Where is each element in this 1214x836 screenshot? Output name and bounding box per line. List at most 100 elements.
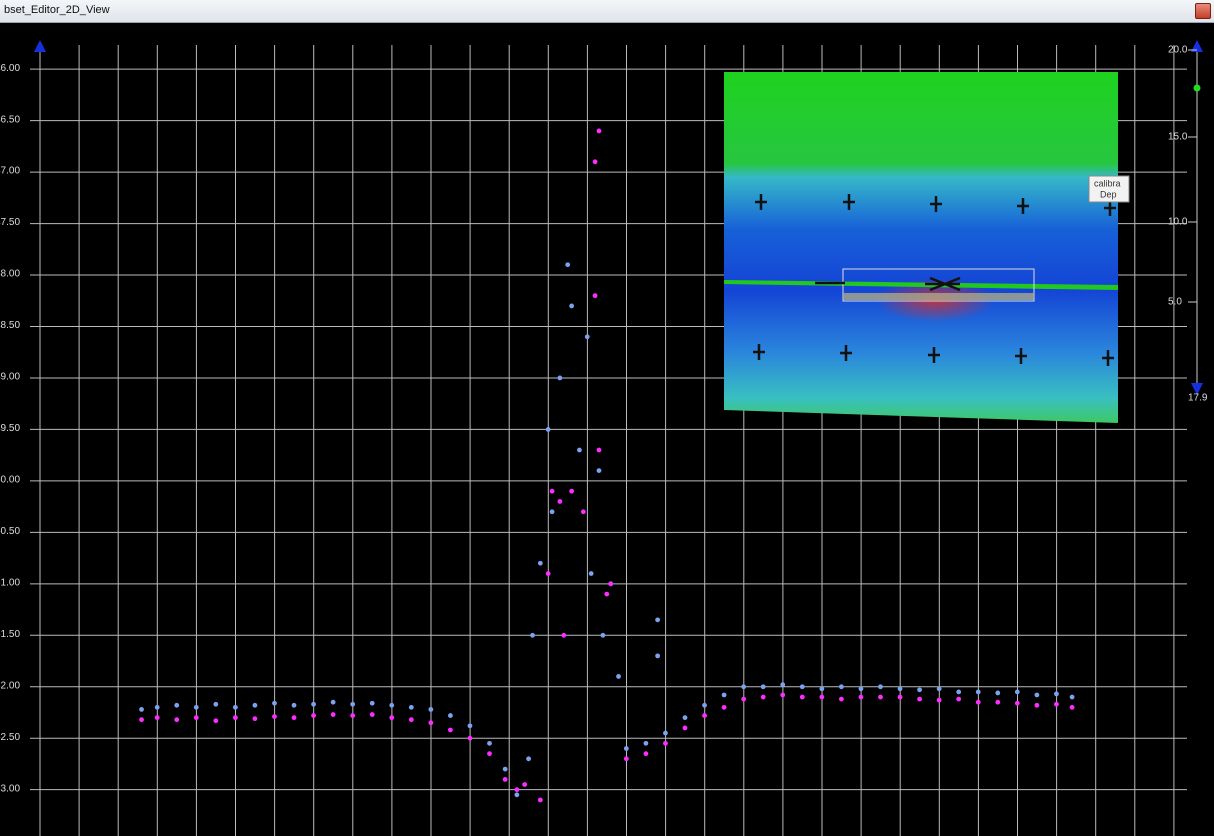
close-button[interactable] <box>1195 3 1211 19</box>
data-point <box>139 707 144 712</box>
data-point <box>503 767 508 772</box>
axis-arrow <box>34 40 46 52</box>
data-point <box>859 695 864 700</box>
data-point <box>655 653 660 658</box>
data-point <box>624 756 629 761</box>
data-point <box>448 728 453 733</box>
data-point <box>569 489 574 494</box>
data-point <box>1034 703 1039 708</box>
data-point <box>1034 693 1039 698</box>
data-point <box>487 751 492 756</box>
data-point <box>597 129 602 134</box>
window-title: bset_Editor_2D_View <box>4 4 110 16</box>
data-point <box>722 705 727 710</box>
data-point <box>702 713 707 718</box>
data-point <box>878 684 883 689</box>
data-point <box>761 684 766 689</box>
data-point <box>311 713 316 718</box>
data-point <box>213 702 218 707</box>
y-tick-label: 52.50 <box>0 732 20 743</box>
data-point <box>604 592 609 597</box>
data-point <box>409 705 414 710</box>
y-tick-label: 47.00 <box>0 166 20 177</box>
data-point <box>898 686 903 691</box>
data-point <box>956 689 961 694</box>
data-point <box>350 713 355 718</box>
data-point <box>917 697 922 702</box>
data-point <box>976 689 981 694</box>
data-point <box>1015 689 1020 694</box>
y-tick-label: 48.50 <box>0 320 20 331</box>
data-point <box>409 717 414 722</box>
data-point <box>839 684 844 689</box>
y-tick-label: 50.50 <box>0 526 20 537</box>
data-point <box>600 633 605 638</box>
data-point <box>565 262 570 267</box>
y-tick-label: 53.00 <box>0 783 20 794</box>
data-point <box>663 731 668 736</box>
data-point <box>1015 701 1020 706</box>
data-point <box>898 695 903 700</box>
data-point <box>593 293 598 298</box>
data-point <box>663 741 668 746</box>
data-point <box>937 686 942 691</box>
data-point <box>819 686 824 691</box>
data-point <box>522 782 527 787</box>
data-point <box>174 717 179 722</box>
data-point <box>761 695 766 700</box>
data-point <box>213 718 218 723</box>
data-point <box>624 746 629 751</box>
data-point <box>644 751 649 756</box>
data-point <box>550 489 555 494</box>
data-point <box>389 715 394 720</box>
data-point <box>593 159 598 164</box>
data-point <box>448 713 453 718</box>
data-point <box>526 756 531 761</box>
scale-label: 5.0 <box>1168 297 1182 308</box>
data-point <box>683 726 688 731</box>
data-point <box>956 697 961 702</box>
data-point <box>741 697 746 702</box>
data-point <box>608 581 613 586</box>
data-point <box>644 741 649 746</box>
data-point <box>253 703 258 708</box>
scale-label: 20.0 <box>1168 45 1188 56</box>
data-point <box>976 700 981 705</box>
data-point <box>800 684 805 689</box>
data-point <box>155 715 160 720</box>
data-point <box>174 703 179 708</box>
data-point <box>272 701 277 706</box>
data-point <box>550 509 555 514</box>
data-point <box>546 427 551 432</box>
data-point <box>702 703 707 708</box>
data-point <box>370 701 375 706</box>
tooltip-line: Dep <box>1100 189 1117 199</box>
data-point <box>597 448 602 453</box>
data-point <box>585 334 590 339</box>
data-point <box>878 695 883 700</box>
data-point <box>194 705 199 710</box>
data-point <box>514 792 519 797</box>
data-point <box>468 723 473 728</box>
data-point <box>370 712 375 717</box>
data-point <box>1070 695 1075 700</box>
window: {"window": {"title": "bset_Editor_2D_Vie… <box>0 0 1214 836</box>
data-point <box>1054 692 1059 697</box>
data-point <box>557 499 562 504</box>
scale-bottom-label: 17.9 <box>1188 393 1208 404</box>
scale-label: 15.0 <box>1168 132 1188 143</box>
data-point <box>487 741 492 746</box>
data-point <box>616 674 621 679</box>
y-tick-label: 48.00 <box>0 269 20 280</box>
data-point <box>780 682 785 687</box>
data-point <box>514 787 519 792</box>
data-point <box>503 777 508 782</box>
depth-image: calibra Dep <box>724 72 1129 423</box>
data-point <box>546 571 551 576</box>
data-point <box>589 571 594 576</box>
plot-view: 46.0046.5047.0047.5048.0048.5049.0049.50… <box>0 23 1214 836</box>
data-point <box>937 698 942 703</box>
data-point <box>389 703 394 708</box>
data-point <box>800 695 805 700</box>
data-point <box>780 693 785 698</box>
